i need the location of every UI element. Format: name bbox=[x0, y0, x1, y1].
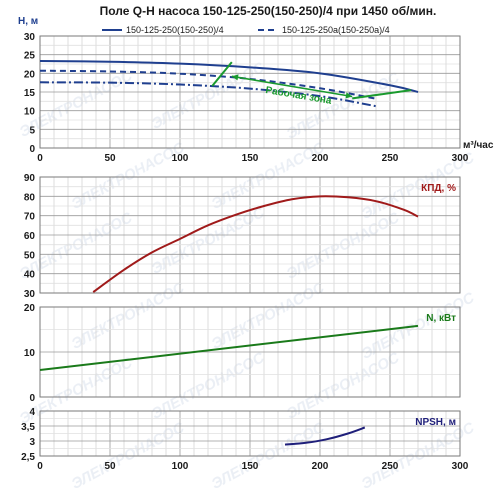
watermark-text: ЭЛЕКТРОНАСОС bbox=[69, 279, 189, 353]
x-tick-label: 200 bbox=[312, 153, 329, 164]
y-tick-label: 70 bbox=[24, 212, 36, 223]
watermark-text: ЭЛЕКТРОНАСОС bbox=[69, 139, 189, 213]
y-tick-label: 15 bbox=[24, 88, 36, 99]
x-tick-label: 150 bbox=[242, 461, 259, 472]
y-tick-label: 10 bbox=[24, 107, 36, 118]
x-tick-label: 250 bbox=[382, 461, 399, 472]
x-tick-label: 250 bbox=[382, 153, 399, 164]
watermark-text: ЭЛЕКТРОНАСОС bbox=[284, 69, 404, 143]
x-tick-label: 150 bbox=[242, 153, 259, 164]
x-tick-label: 50 bbox=[104, 461, 116, 472]
plot-frame bbox=[39, 176, 461, 294]
legend-label: 150-125-250(150-250)/4 bbox=[126, 25, 224, 35]
y-axis-label: КПД, % bbox=[421, 183, 456, 194]
y-tick-label: 4 bbox=[29, 407, 35, 418]
x-tick-label: 100 bbox=[172, 153, 189, 164]
y-axis-label: H, м bbox=[18, 16, 38, 27]
watermark-text: ЭЛЕКТРОНАСОС bbox=[209, 279, 329, 353]
y-tick-label: 60 bbox=[24, 231, 36, 242]
series-line-qh-2 bbox=[39, 81, 377, 108]
series-line-npsh-0 bbox=[284, 426, 366, 446]
y-tick-label: 80 bbox=[24, 192, 36, 203]
working-zone-arrowhead-left bbox=[231, 74, 239, 81]
watermark-text: ЭЛЕКТРОНАСОС bbox=[284, 209, 404, 283]
y-tick-label: 25 bbox=[24, 51, 36, 62]
working-zone-left-boundary bbox=[211, 61, 233, 87]
x-tick-label: 50 bbox=[104, 153, 116, 164]
plot-frame bbox=[39, 306, 461, 398]
y-tick-label: 0 bbox=[29, 144, 35, 155]
y-tick-label: 3 bbox=[29, 437, 35, 448]
y-tick-label: 2,5 bbox=[21, 452, 35, 463]
x-tick-label: 300 bbox=[452, 461, 469, 472]
legend: 150-125-250(150-250)/4 150-125-250а(150-2… bbox=[102, 25, 390, 35]
legend-label: 150-125-250а(150-250а)/4 bbox=[282, 25, 390, 35]
plot-frame bbox=[39, 410, 461, 457]
y-tick-label: 0 bbox=[29, 393, 35, 404]
y-tick-label: 30 bbox=[24, 289, 36, 300]
watermark-layer: ЭЛЕКТРОНАСОС ЭЛЕКТРОНАСОС ЭЛЕКТРОНАСОСЭЛЕК… bbox=[17, 59, 479, 493]
y-axis-label: N, кВт bbox=[426, 313, 456, 324]
y-tick-label: 20 bbox=[24, 303, 36, 314]
y-tick-label: 3,5 bbox=[21, 422, 35, 433]
series-line-qh-0 bbox=[39, 60, 419, 93]
y-tick-label: 90 bbox=[24, 173, 36, 184]
series-line-qh-1 bbox=[39, 69, 377, 100]
plot-frame bbox=[39, 35, 461, 149]
chart-title: Поле Q-H насоса 150-125-250(150-250)/4 п… bbox=[100, 4, 437, 18]
x-tick-label: 300 bbox=[452, 153, 469, 164]
y-tick-label: 20 bbox=[24, 69, 36, 80]
x-tick-label: 0 bbox=[37, 153, 43, 164]
y-tick-label: 50 bbox=[24, 250, 36, 261]
y-tick-label: 5 bbox=[29, 125, 35, 136]
x-tick-label: 100 bbox=[172, 461, 189, 472]
panel-power: 0 10 20 N, кВт bbox=[24, 303, 461, 404]
series-line-power-0 bbox=[39, 324, 419, 371]
y-tick-label: 30 bbox=[24, 32, 36, 43]
x-axis-label: м³/час bbox=[463, 140, 494, 151]
working-zone-arrow-line bbox=[231, 75, 353, 98]
y-tick-label: 40 bbox=[24, 270, 36, 281]
watermark-text: ЭЛЕКТРОНАСОС bbox=[284, 349, 404, 423]
y-tick-label: 10 bbox=[24, 348, 36, 359]
watermark-text: ЭЛЕКТРОНАСОС bbox=[209, 139, 329, 213]
working-zone-arrowhead-right bbox=[345, 92, 353, 99]
series-line-efficiency-0 bbox=[92, 195, 419, 293]
panel-npsh: 2,5 3 3,5 4 0 50 100 150 200 250 300 NPSH, м bbox=[21, 407, 469, 472]
y-axis-label: NPSH, м bbox=[415, 417, 456, 428]
x-tick-label: 0 bbox=[37, 461, 43, 472]
x-tick-label: 200 bbox=[312, 461, 329, 472]
panel-efficiency: 30 40 50 60 70 80 90 КПД, % bbox=[24, 173, 461, 300]
working-zone-right-boundary bbox=[352, 89, 412, 100]
